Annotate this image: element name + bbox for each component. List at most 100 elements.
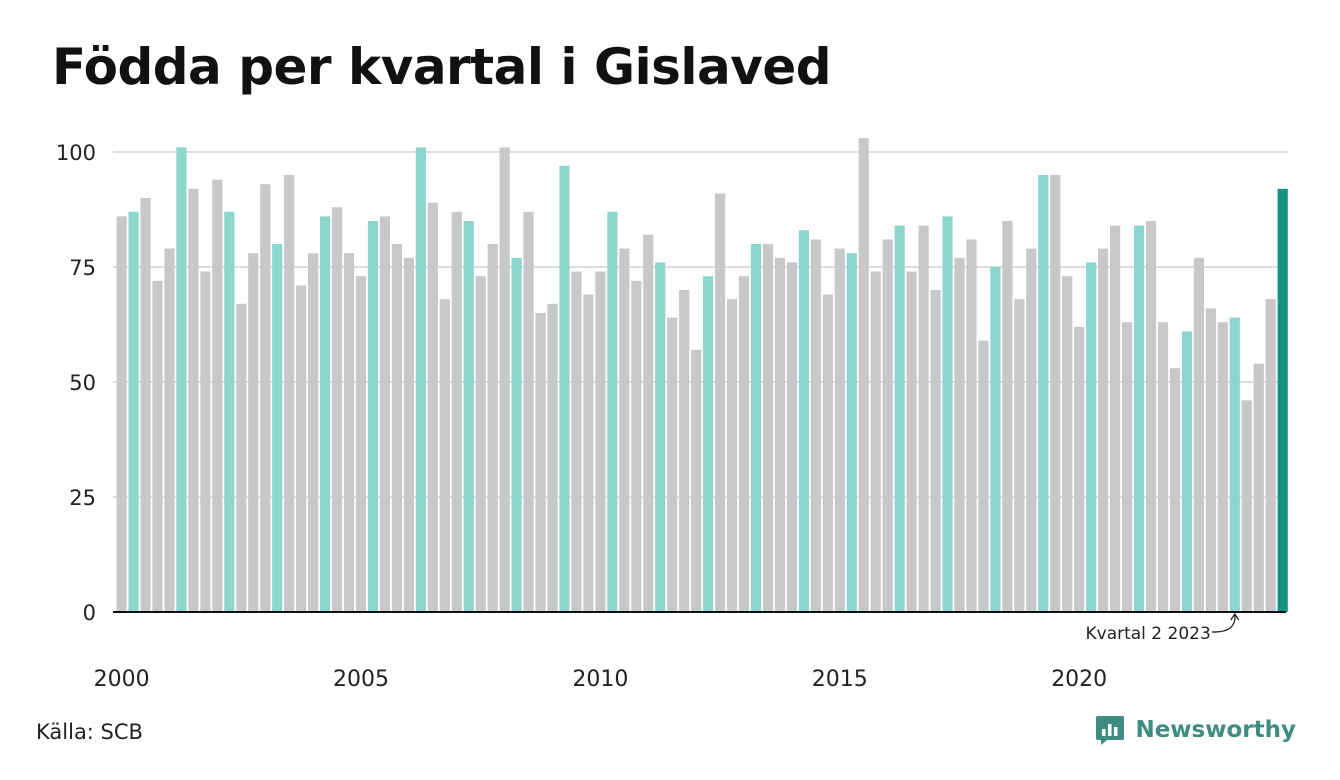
bar bbox=[475, 276, 486, 612]
bar bbox=[595, 271, 606, 612]
bar bbox=[966, 239, 977, 612]
bar bbox=[1181, 331, 1193, 612]
bar bbox=[1086, 262, 1097, 612]
bar bbox=[643, 234, 654, 613]
bar bbox=[1002, 221, 1013, 612]
bar bbox=[583, 294, 594, 612]
bar bbox=[798, 230, 809, 612]
bar bbox=[272, 244, 283, 612]
bar bbox=[367, 221, 379, 612]
newsworthy-logo-icon bbox=[1096, 716, 1125, 745]
bar bbox=[343, 253, 355, 612]
bar bbox=[224, 211, 235, 613]
bar bbox=[487, 244, 498, 612]
bar-chart: 0 25 50 75 100 2000 2005 2010 2015 2020 Kvartal … bbox=[56, 138, 1288, 692]
bar bbox=[822, 294, 833, 612]
bar bbox=[152, 280, 163, 612]
chart-title: Födda per kvartal i Gislaved bbox=[52, 38, 832, 96]
bar bbox=[463, 221, 474, 612]
bar bbox=[176, 147, 187, 612]
bar bbox=[379, 216, 391, 612]
bar bbox=[427, 202, 438, 612]
bar bbox=[499, 147, 510, 612]
bar bbox=[164, 248, 175, 612]
bar bbox=[870, 271, 881, 612]
bar bbox=[547, 303, 558, 612]
bar bbox=[1110, 225, 1121, 612]
bar bbox=[810, 239, 821, 612]
bar bbox=[319, 216, 331, 612]
bar bbox=[679, 290, 690, 612]
bar bbox=[308, 253, 319, 612]
bar bbox=[1038, 175, 1049, 612]
bar bbox=[762, 244, 774, 612]
bar bbox=[1265, 299, 1276, 612]
bar bbox=[1169, 368, 1181, 612]
bar bbox=[236, 303, 247, 612]
brand-name: Newsworthy bbox=[1135, 717, 1296, 743]
bar bbox=[128, 211, 139, 613]
x-tick-label: 2020 bbox=[1051, 667, 1107, 692]
bar bbox=[655, 262, 666, 612]
bar bbox=[1157, 322, 1169, 612]
bar bbox=[355, 276, 367, 612]
brand-logo[interactable]: Newsworthy bbox=[1095, 714, 1296, 746]
bar bbox=[894, 225, 905, 612]
bar bbox=[1253, 363, 1264, 612]
bar bbox=[248, 253, 259, 612]
bar bbox=[200, 271, 211, 612]
bar bbox=[188, 188, 199, 613]
bar bbox=[619, 248, 630, 612]
bar bbox=[571, 271, 582, 612]
y-tick-label: 0 bbox=[83, 601, 96, 625]
bar bbox=[1241, 400, 1252, 612]
bar bbox=[296, 285, 307, 612]
x-tick-label: 2015 bbox=[812, 667, 868, 692]
annotation-arrowhead bbox=[1230, 612, 1240, 621]
bar bbox=[535, 313, 546, 612]
annotation-label: Kvartal 2 2023 bbox=[1085, 624, 1210, 644]
bar bbox=[667, 317, 678, 612]
bar bbox=[978, 340, 989, 612]
bar bbox=[715, 193, 726, 612]
bar bbox=[1014, 299, 1025, 612]
bar bbox=[846, 253, 857, 612]
x-tick-label: 2010 bbox=[572, 667, 628, 692]
bar bbox=[403, 257, 414, 612]
bar bbox=[858, 138, 869, 612]
x-tick-label: 2005 bbox=[333, 667, 389, 692]
bar bbox=[703, 276, 714, 612]
bar bbox=[726, 299, 738, 612]
bar bbox=[750, 244, 762, 612]
bar bbox=[1074, 326, 1085, 612]
bar bbox=[1121, 322, 1133, 612]
bar bbox=[1098, 248, 1109, 612]
bar bbox=[1277, 188, 1288, 613]
bar bbox=[1145, 221, 1157, 612]
source-note: Källa: SCB bbox=[36, 720, 143, 744]
bar bbox=[415, 147, 426, 612]
bar bbox=[559, 165, 570, 613]
bar bbox=[930, 290, 941, 612]
y-tick-label: 25 bbox=[69, 486, 96, 510]
y-tick-label: 75 bbox=[69, 256, 96, 280]
bar bbox=[1205, 308, 1216, 612]
bar bbox=[1026, 248, 1037, 612]
bar bbox=[607, 211, 618, 613]
bar bbox=[523, 211, 534, 613]
bar bbox=[391, 244, 403, 612]
bar bbox=[691, 349, 702, 612]
bar bbox=[786, 262, 798, 612]
bar bbox=[284, 175, 295, 612]
bar bbox=[1229, 317, 1240, 612]
bar bbox=[990, 267, 1001, 612]
bar bbox=[1133, 225, 1145, 612]
annotation-arrow bbox=[1211, 613, 1236, 633]
bar bbox=[942, 216, 953, 612]
bar bbox=[331, 207, 343, 612]
bar bbox=[212, 179, 223, 612]
bar bbox=[774, 257, 786, 612]
x-tick-label: 2000 bbox=[94, 667, 150, 692]
bar bbox=[140, 198, 151, 612]
bars bbox=[116, 138, 1288, 613]
